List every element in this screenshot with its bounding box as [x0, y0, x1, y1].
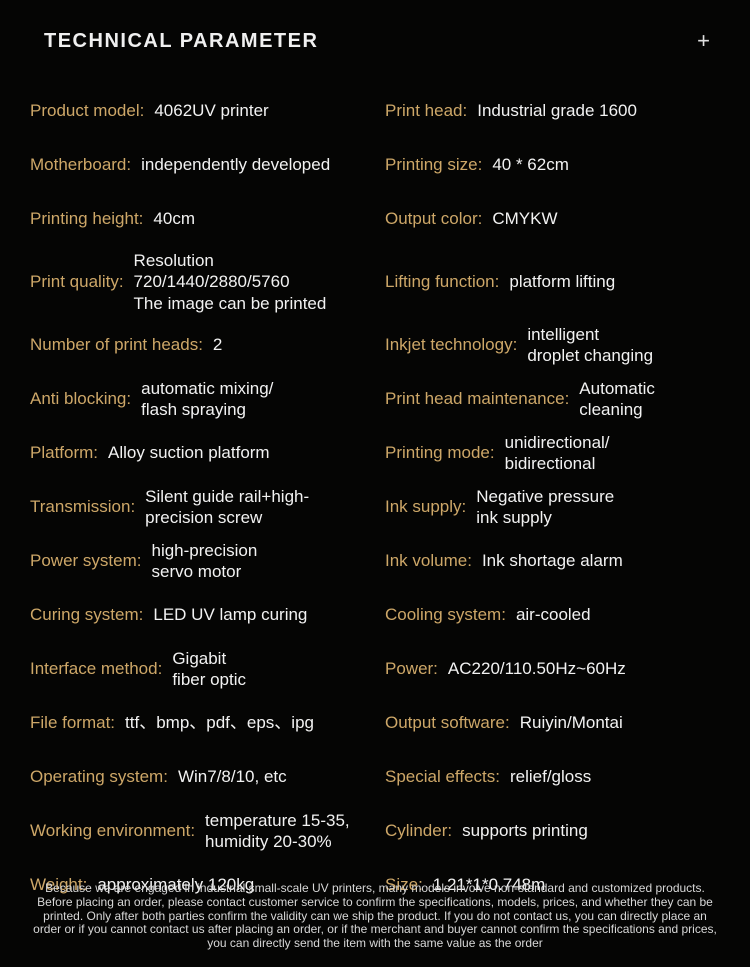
spec-value: supports printing: [462, 820, 588, 841]
spec-row: Output color: CMYKW: [385, 192, 722, 246]
spec-value: Industrial grade 1600: [477, 100, 637, 121]
spec-value: Gigabit fiber optic: [172, 648, 246, 691]
spec-label: Transmission:: [30, 496, 135, 517]
footer-note: Because we are engaged in industrial sma…: [28, 882, 722, 951]
spec-row: Power: AC220/110.50Hz~60Hz: [385, 642, 722, 696]
spec-row: Motherboard: independently developed: [30, 138, 367, 192]
spec-row: File format: ttf、bmp、pdf、eps、ipg: [30, 696, 367, 750]
spec-row: Printing height: 40cm: [30, 192, 367, 246]
spec-label: Printing size:: [385, 154, 482, 175]
section-title: TECHNICAL PARAMETER: [44, 30, 318, 53]
spec-label: Power:: [385, 658, 438, 679]
spec-label: Number of print heads:: [30, 334, 203, 355]
spec-row: Number of print heads: 2: [30, 318, 367, 372]
spec-value: Resolution 720/1440/2880/5760 The image …: [134, 250, 367, 314]
spec-row: Anti blocking: automatic mixing/ flash sp…: [30, 372, 367, 426]
spec-value: CMYKW: [492, 208, 557, 229]
spec-value: automatic mixing/ flash spraying: [141, 378, 273, 421]
spec-value: Negative pressure ink supply: [476, 486, 614, 529]
spec-label: Ink supply:: [385, 496, 466, 517]
spec-value: unidirectional/ bidirectional: [505, 432, 610, 475]
spec-value: AC220/110.50Hz~60Hz: [448, 658, 626, 679]
spec-label: File format:: [30, 712, 115, 733]
spec-value: LED UV lamp curing: [153, 604, 307, 625]
spec-label: Motherboard:: [30, 154, 131, 175]
spec-value: Ink shortage alarm: [482, 550, 623, 571]
spec-value: platform lifting: [509, 271, 615, 292]
spec-value: intelligent droplet changing: [527, 324, 653, 367]
header: TECHNICAL PARAMETER +: [0, 0, 750, 70]
spec-row: Print head maintenance: Automatic cleanin…: [385, 372, 722, 426]
spec-label: Printing height:: [30, 208, 143, 229]
spec-row: Interface method: Gigabit fiber optic: [30, 642, 367, 696]
spec-label: Power system:: [30, 550, 141, 571]
spec-label: Cylinder:: [385, 820, 452, 841]
spec-value: air-cooled: [516, 604, 591, 625]
spec-value: Silent guide rail+high- precision screw: [145, 486, 309, 529]
spec-label: Output software:: [385, 712, 510, 733]
spec-label: Print quality:: [30, 271, 124, 292]
spec-row: Transmission: Silent guide rail+high- pre…: [30, 480, 367, 534]
spec-row: Cylinder: supports printing: [385, 804, 722, 858]
spec-label: Printing mode:: [385, 442, 495, 463]
spec-value: relief/gloss: [510, 766, 591, 787]
spec-row: Power system: high-precision servo motor: [30, 534, 367, 588]
spec-row: Curing system: LED UV lamp curing: [30, 588, 367, 642]
spec-value: Ruiyin/Montai: [520, 712, 623, 733]
spec-label: Product model:: [30, 100, 144, 121]
spec-row: Printing mode: unidirectional/ bidirectio…: [385, 426, 722, 480]
spec-label: Lifting function:: [385, 271, 499, 292]
spec-row: Ink volume: Ink shortage alarm: [385, 534, 722, 588]
spec-label: Cooling system:: [385, 604, 506, 625]
spec-row: Platform: Alloy suction platform: [30, 426, 367, 480]
spec-value: 40cm: [153, 208, 195, 229]
spec-value: Alloy suction platform: [108, 442, 270, 463]
spec-row: Special effects: relief/gloss: [385, 750, 722, 804]
spec-value: Automatic cleaning: [579, 378, 655, 421]
spec-row: Inkjet technology: intelligent droplet ch…: [385, 318, 722, 372]
spec-label: Operating system:: [30, 766, 168, 787]
spec-label: Curing system:: [30, 604, 143, 625]
spec-row: Working environment: temperature 15-35, h…: [30, 804, 367, 858]
spec-label: Platform:: [30, 442, 98, 463]
spec-value: 2: [213, 334, 222, 355]
spec-label: Anti blocking:: [30, 388, 131, 409]
spec-label: Interface method:: [30, 658, 162, 679]
spec-label: Inkjet technology:: [385, 334, 517, 355]
spec-label: Output color:: [385, 208, 482, 229]
spec-value: 40 * 62cm: [492, 154, 569, 175]
spec-grid: Product model: 4062UV printer Print head: I…: [0, 70, 750, 912]
spec-value: Win7/8/10, etc: [178, 766, 287, 787]
spec-value: temperature 15-35, humidity 20-30%: [205, 810, 350, 853]
spec-label: Ink volume:: [385, 550, 472, 571]
spec-row: Product model: 4062UV printer: [30, 84, 367, 138]
spec-label: Working environment:: [30, 820, 195, 841]
spec-row: Output software: Ruiyin/Montai: [385, 696, 722, 750]
spec-value: ttf、bmp、pdf、eps、ipg: [125, 712, 314, 733]
spec-row: Ink supply: Negative pressure ink supply: [385, 480, 722, 534]
spec-row: Print head: Industrial grade 1600: [385, 84, 722, 138]
spec-row: Cooling system: air-cooled: [385, 588, 722, 642]
spec-value: high-precision servo motor: [151, 540, 257, 583]
plus-icon: +: [697, 28, 710, 54]
spec-label: Print head maintenance:: [385, 388, 569, 409]
spec-value: independently developed: [141, 154, 330, 175]
spec-label: Special effects:: [385, 766, 500, 787]
spec-row: Print quality: Resolution 720/1440/2880/5…: [30, 246, 367, 318]
spec-row: Lifting function: platform lifting: [385, 246, 722, 318]
spec-row: Operating system: Win7/8/10, etc: [30, 750, 367, 804]
spec-row: Printing size: 40 * 62cm: [385, 138, 722, 192]
spec-value: 4062UV printer: [154, 100, 268, 121]
spec-label: Print head:: [385, 100, 467, 121]
